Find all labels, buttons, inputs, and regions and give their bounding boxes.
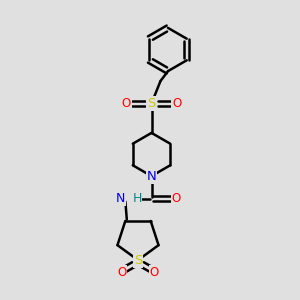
Text: S: S <box>147 97 156 110</box>
Text: O: O <box>122 97 130 110</box>
Text: O: O <box>150 266 159 279</box>
Text: N: N <box>147 169 156 183</box>
Text: S: S <box>134 254 142 267</box>
Text: O: O <box>172 192 181 205</box>
Text: H: H <box>132 192 142 205</box>
Text: O: O <box>117 266 126 279</box>
Text: O: O <box>172 97 182 110</box>
Text: N: N <box>116 192 125 205</box>
